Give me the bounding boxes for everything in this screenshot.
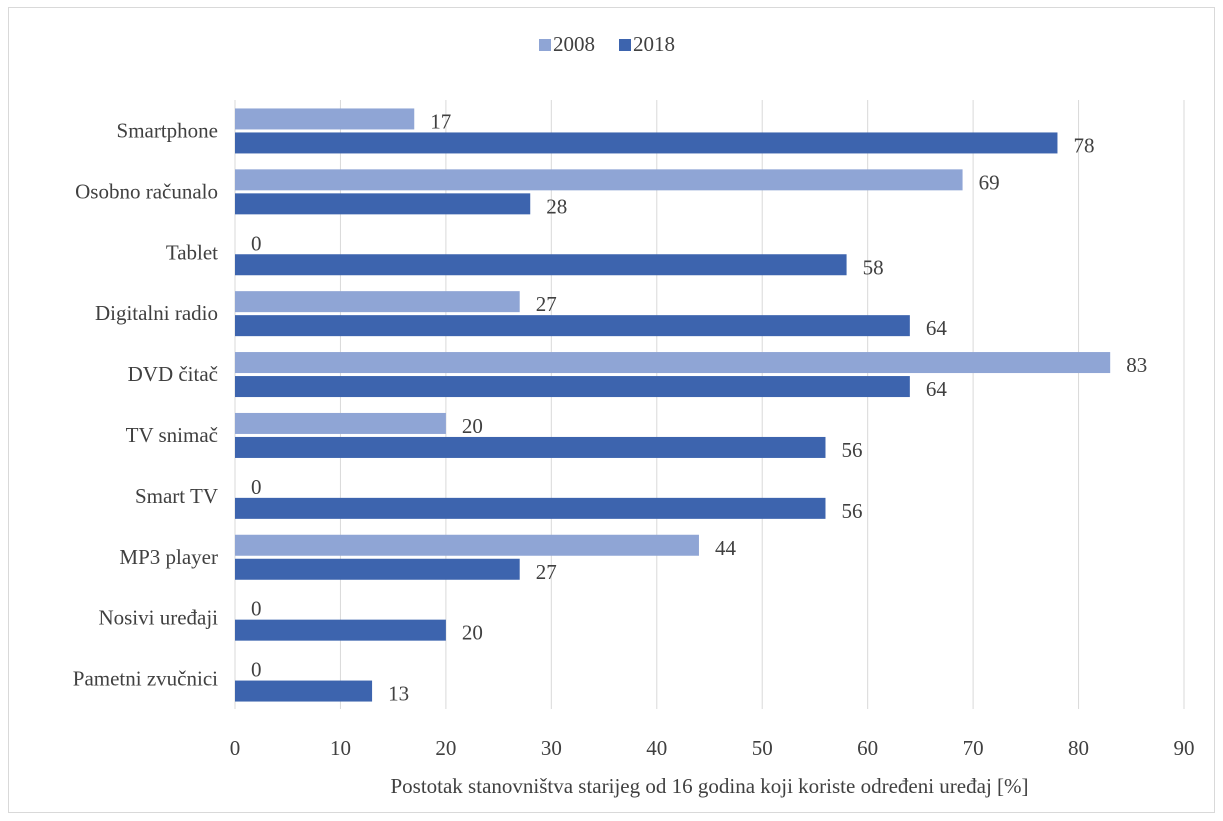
data-label: 78 — [1073, 133, 1094, 157]
bar-2008 — [235, 534, 699, 556]
data-label: 58 — [863, 255, 884, 279]
category-label: DVD čitač — [128, 362, 218, 386]
bar-2008 — [235, 352, 1111, 374]
x-tick-label: 80 — [1068, 736, 1089, 760]
data-label: 56 — [841, 499, 862, 523]
data-label: 0 — [251, 475, 262, 499]
category-label: Tablet — [166, 240, 218, 264]
data-label: 44 — [715, 536, 737, 560]
category-label: Nosivi uređaji — [98, 606, 218, 630]
data-label: 20 — [462, 621, 483, 645]
data-label: 27 — [536, 292, 557, 316]
data-label: 64 — [926, 377, 948, 401]
data-label: 20 — [462, 414, 483, 438]
data-label: 0 — [251, 658, 262, 682]
category-label: Pametni zvučnici — [73, 667, 218, 691]
data-label: 56 — [841, 438, 862, 462]
data-label: 27 — [536, 560, 557, 584]
bar-2018 — [235, 680, 373, 702]
bar-chart: 0 10 20 30 40 50 60 70 80 90 Postotak stanovništva… — [73, 32, 1195, 798]
bar-2018 — [235, 376, 910, 398]
category-label: Osobno računalo — [75, 179, 218, 203]
bar-2018 — [235, 558, 520, 580]
x-tick-label: 20 — [435, 736, 456, 760]
bar-2018 — [235, 254, 847, 276]
category-label: Smart TV — [135, 484, 218, 508]
x-tick-label: 10 — [330, 736, 351, 760]
x-tick-label: 90 — [1174, 736, 1195, 760]
bar-2008 — [235, 412, 446, 434]
bar-2018 — [235, 497, 826, 519]
data-label: 0 — [251, 597, 262, 621]
category-label: MP3 player — [119, 545, 218, 569]
legend-swatch — [539, 39, 551, 51]
bar-2018 — [235, 436, 826, 458]
category-label: Smartphone — [117, 118, 218, 142]
data-label: 64 — [926, 316, 948, 340]
data-label: 17 — [430, 109, 451, 133]
bar-2018 — [235, 315, 910, 337]
data-label: 28 — [546, 194, 567, 218]
x-tick-label: 70 — [963, 736, 984, 760]
chart-frame: 0 10 20 30 40 50 60 70 80 90 Postotak stanovništva… — [8, 7, 1215, 813]
x-tick-label: 60 — [857, 736, 878, 760]
legend-label: 2008 — [553, 32, 595, 56]
x-axis-label: Postotak stanovništva starijeg od 16 god… — [390, 774, 1028, 798]
x-tick-label: 40 — [646, 736, 667, 760]
bar-2008 — [235, 108, 415, 130]
bar-2008 — [235, 169, 963, 191]
legend-label: 2018 — [633, 32, 675, 56]
x-tick-label: 50 — [752, 736, 773, 760]
bar-2008 — [235, 291, 520, 313]
bar-2018 — [235, 619, 446, 641]
data-label: 0 — [251, 231, 262, 255]
category-label: TV snimač — [126, 423, 218, 447]
legend-swatch — [619, 39, 631, 51]
category-label: Digitalni radio — [95, 301, 218, 325]
data-label: 83 — [1126, 353, 1147, 377]
x-tick-label: 0 — [230, 736, 241, 760]
bar-2018 — [235, 132, 1058, 154]
bar-2018 — [235, 193, 531, 215]
data-label: 13 — [388, 682, 409, 706]
x-tick-label: 30 — [541, 736, 562, 760]
data-label: 69 — [979, 170, 1000, 194]
